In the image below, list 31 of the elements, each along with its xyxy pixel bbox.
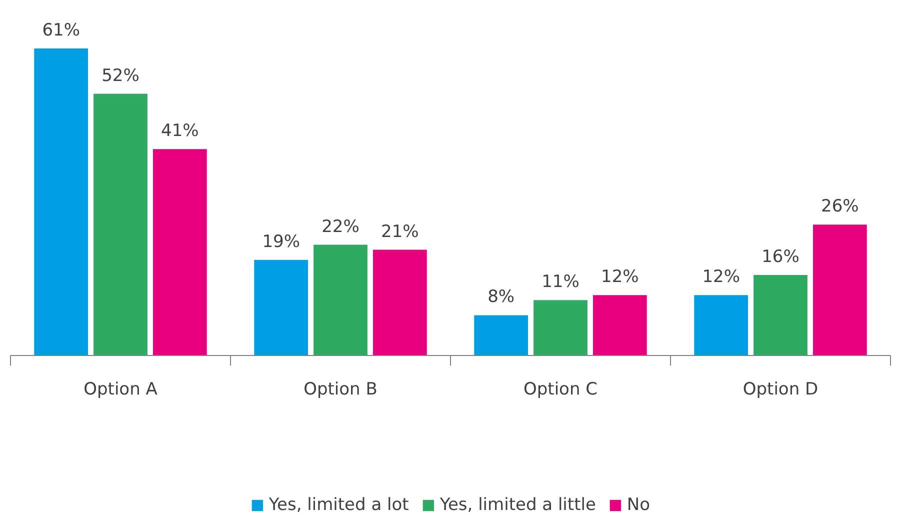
bar [34,48,88,356]
data-label: 11% [542,272,580,292]
bar [694,295,748,356]
data-label: 12% [702,267,740,288]
legend-label: Yes, limited a lot [268,495,409,515]
data-label: 26% [821,196,859,217]
data-label: 19% [262,232,300,252]
data-label: 21% [381,222,419,242]
data-label: 8% [488,287,515,308]
x-tick-label: Option A [84,380,158,400]
x-tick-label: Option C [523,380,598,400]
bar [372,250,427,356]
legend-label: Yes, limited a little [440,495,596,515]
data-label: 52% [102,66,140,86]
x-tick-label: Option D [742,380,818,400]
data-label: 22% [322,216,360,237]
bar [254,260,308,356]
bar [592,295,647,356]
data-label: 16% [762,246,800,267]
bar [474,315,528,356]
bar [754,274,808,356]
bar [94,94,148,356]
bar [314,244,368,356]
x-tick-label: Option B [304,380,378,400]
bar [152,149,207,356]
data-label: 41% [161,121,199,142]
data-label: 61% [42,20,80,40]
bar [812,224,867,356]
data-label: 12% [601,267,639,288]
legend-label: No [626,495,650,515]
bar [534,300,588,356]
